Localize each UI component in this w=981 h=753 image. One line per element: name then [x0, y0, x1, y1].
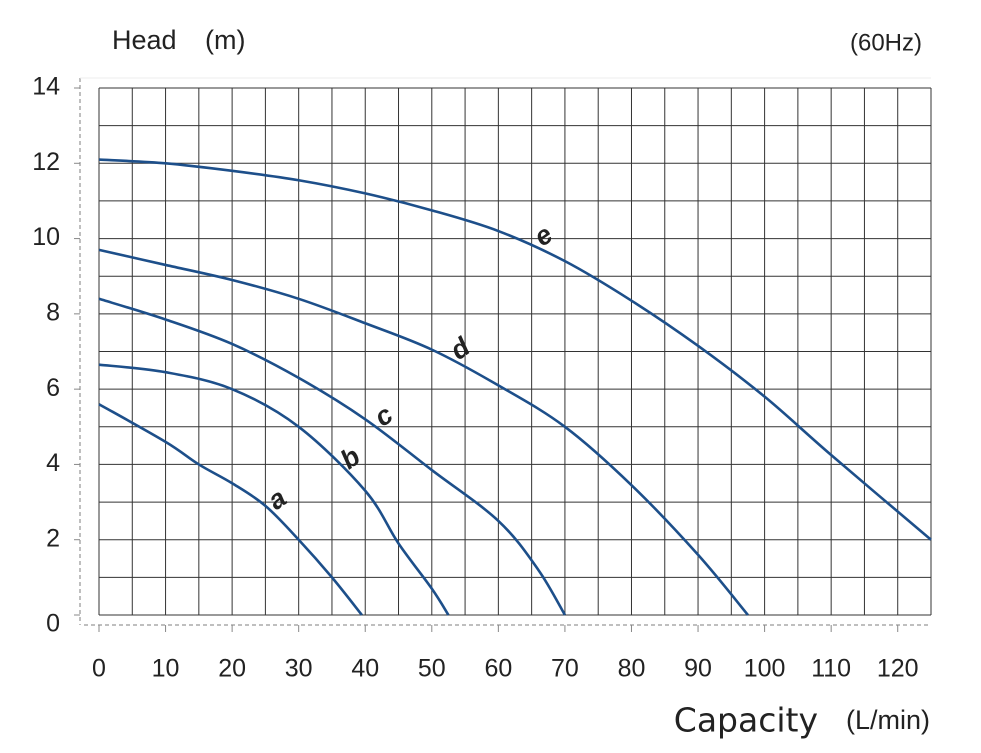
x-tick-label: 20	[218, 655, 246, 683]
frequency-label: (60Hz)	[850, 29, 922, 56]
y-tick-label: 0	[46, 610, 60, 638]
x-tick-label: 0	[92, 655, 106, 683]
x-axis-unit: (L/min)	[846, 705, 930, 735]
x-tick-label: 10	[152, 655, 180, 683]
x-tick-label: 40	[351, 655, 379, 683]
y-tick-label: 8	[46, 298, 60, 326]
curve	[98, 297, 567, 616]
x-tick-label: 60	[484, 655, 512, 683]
x-tick-label: 120	[877, 655, 919, 683]
y-tick-label: 4	[46, 449, 60, 477]
y-tick-label: 2	[46, 524, 60, 552]
curve-label: e	[528, 219, 558, 252]
x-tick-label: 100	[744, 655, 786, 683]
x-tick-label: 80	[618, 655, 646, 683]
x-axis-label: Capacity	[674, 701, 818, 740]
y-tick-label: 14	[32, 73, 60, 101]
x-tick-label: 70	[551, 655, 579, 683]
x-tick-label: 30	[285, 655, 313, 683]
curve-label: a	[262, 482, 292, 515]
y-tick-label: 10	[32, 223, 60, 251]
y-axis-unit: (m)	[205, 25, 245, 55]
x-tick-label: 110	[811, 655, 851, 683]
y-tick-label: 12	[32, 148, 60, 176]
curve	[98, 403, 363, 616]
curve-label: d	[445, 331, 476, 365]
curve	[98, 248, 749, 616]
curve-label: c	[369, 399, 399, 432]
curve-label: b	[335, 441, 366, 475]
curve	[98, 158, 932, 541]
x-tick-label: 50	[418, 655, 446, 683]
y-axis-label: Head	[112, 25, 177, 55]
curve	[98, 363, 450, 616]
x-tick-label: 90	[684, 655, 712, 683]
y-tick-label: 6	[46, 374, 60, 402]
